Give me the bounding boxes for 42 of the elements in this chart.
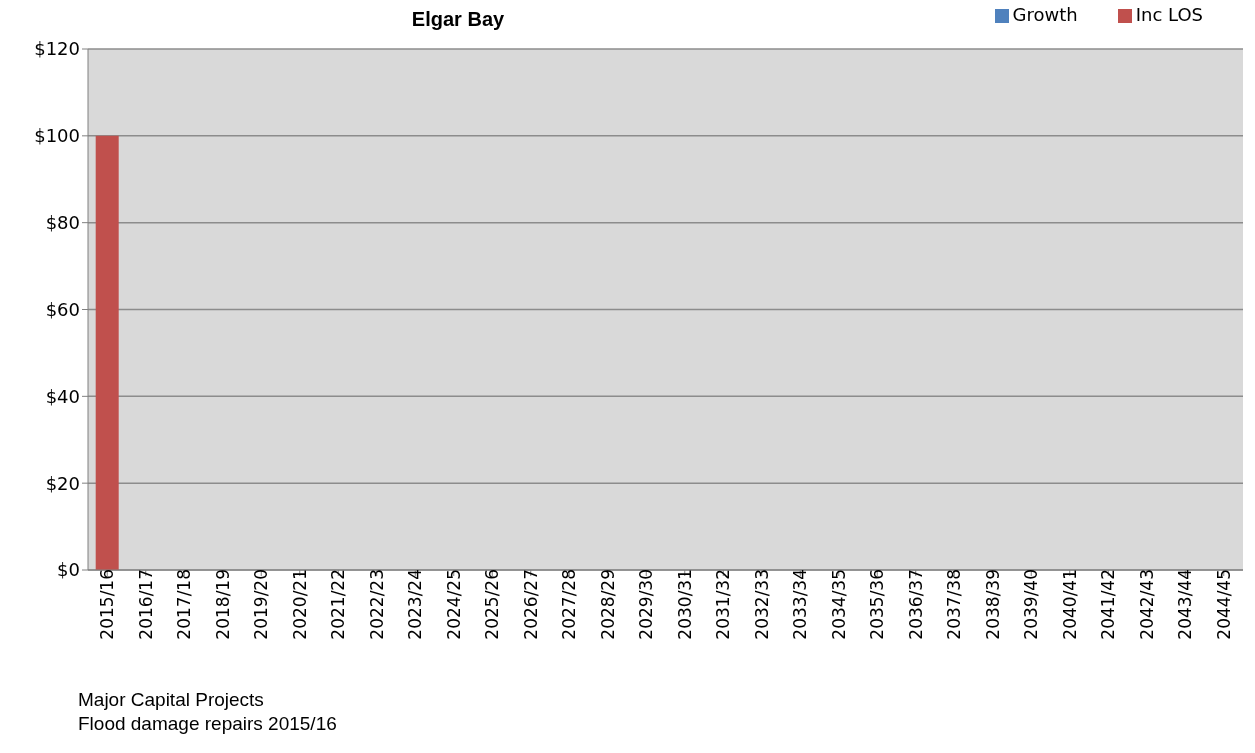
x-tick-label: 2021/22 [328,569,349,640]
y-tick-label: $60 [45,298,80,320]
x-tick-label: 2027/28 [559,569,580,640]
x-tick-label: 2031/32 [713,569,734,640]
x-tick-label: 2016/17 [135,569,156,640]
x-tick-label: 2043/44 [1175,569,1196,640]
x-tick-label: 2033/34 [790,569,811,640]
x-tick-label: 2044/45 [1213,569,1234,640]
x-tick-label: 2030/31 [674,569,695,640]
x-tick-label: 2040/41 [1059,569,1080,640]
x-tick-label: 2037/38 [944,569,965,640]
y-tick-label: $80 [45,212,80,234]
x-tick-label: 2022/23 [366,569,387,640]
x-tick-label: 2028/29 [597,569,618,640]
x-tick-label: 2017/18 [174,569,195,640]
x-tick-label: 2024/25 [443,569,464,640]
x-tick-label: 2034/35 [828,569,849,640]
x-tick-label: 2026/27 [520,569,541,640]
y-tick-label: $0 [57,559,80,581]
x-tick-label: 2015/16 [97,569,118,640]
x-tick-label: 2018/19 [212,569,233,640]
chart-title: Elgar Bay [410,8,506,31]
x-tick-label: 2041/42 [1098,569,1119,640]
x-tick-label: 2042/43 [1136,569,1157,640]
y-tick-label: $40 [45,385,80,407]
y-tick-label: $100 [34,125,80,147]
x-tick-label: 2023/24 [405,569,426,640]
x-tick-label: 2029/30 [636,569,657,640]
x-tick-label: 2032/33 [751,569,772,640]
y-tick-label: $20 [45,472,80,494]
x-tick-label: 2020/21 [289,569,310,640]
x-tick-label: 2035/36 [867,569,888,640]
x-tick-label: 2039/40 [1021,569,1042,640]
text: Flood damage repairs 2015/16 [78,712,338,736]
legend-label: Inc LOS [1135,4,1203,25]
y-tick-label: $120 [34,38,80,60]
x-tick-label: 2025/26 [482,569,503,640]
x-tick-label: 2036/37 [905,569,926,640]
legend-label: Growth [1012,4,1078,25]
text: Major Capital Projects [78,688,265,712]
x-tick-label: 2038/39 [982,569,1003,640]
x-tick-label: 2019/20 [251,569,272,640]
